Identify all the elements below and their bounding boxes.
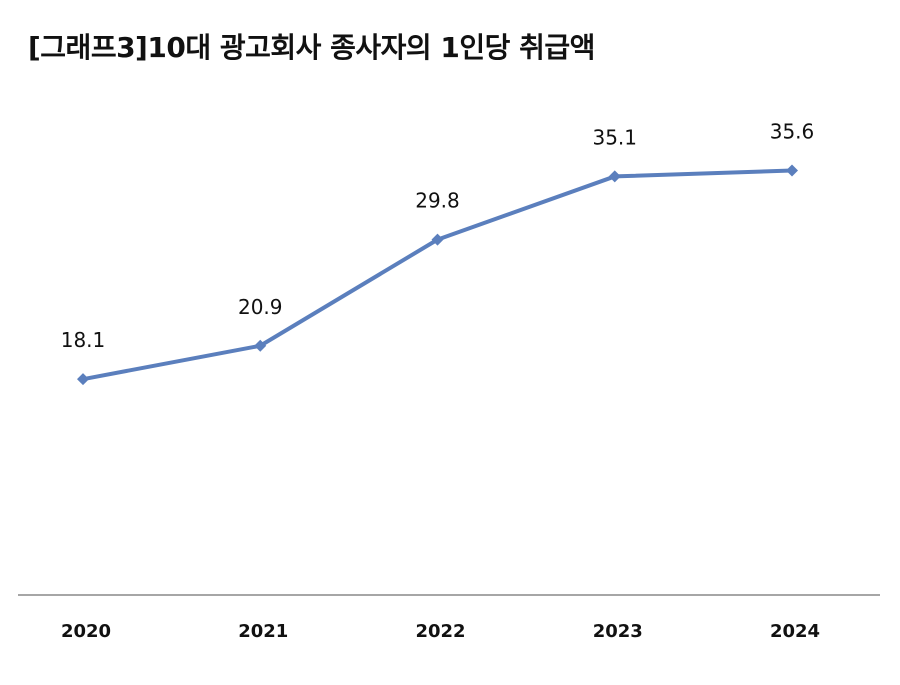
data-point-marker [431, 233, 444, 246]
data-label: 35.1 [592, 125, 637, 149]
data-point-marker [608, 170, 621, 183]
data-label: 35.6 [770, 119, 815, 143]
data-point-marker [77, 373, 89, 386]
data-point-marker [786, 164, 798, 177]
x-tick-label: 2021 [238, 621, 288, 642]
x-tick-label: 2020 [61, 621, 111, 642]
x-tick-label: 2023 [593, 621, 643, 642]
data-point-marker [254, 339, 267, 352]
x-tick-label: 2024 [770, 621, 820, 642]
data-label: 29.8 [415, 189, 460, 213]
data-label: 20.9 [238, 295, 283, 319]
chart-title: [그래프3]10대 광고회사 종사자의 1인당 취급액 [28, 31, 595, 64]
data-label: 18.1 [61, 328, 106, 352]
x-tick-label: 2022 [415, 621, 465, 642]
